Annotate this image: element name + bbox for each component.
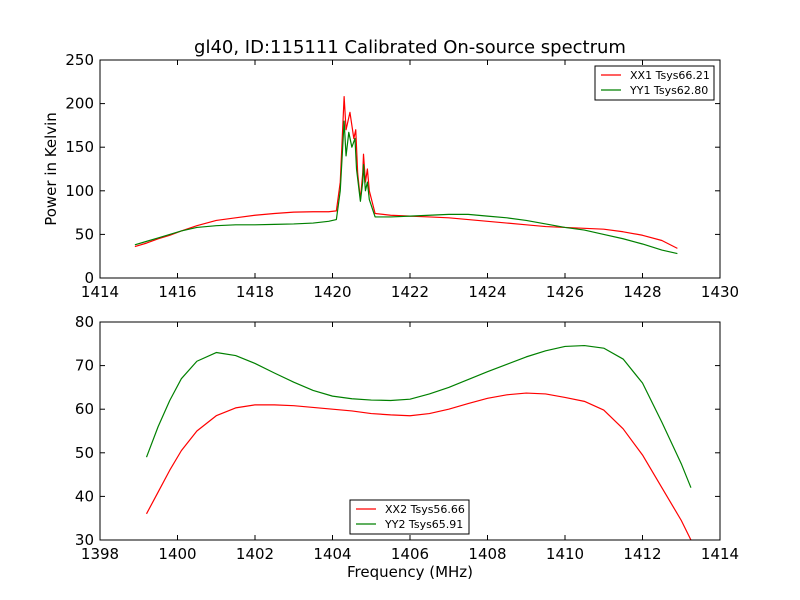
y-tick-label: 50 bbox=[75, 225, 94, 243]
y-tick-label: 30 bbox=[75, 531, 94, 549]
y-tick-label: 150 bbox=[65, 138, 94, 156]
legend-box bbox=[349, 499, 470, 535]
x-tick-label: 1406 bbox=[391, 545, 429, 563]
x-tick-label: 1414 bbox=[81, 283, 119, 301]
series-line-2 bbox=[145, 344, 692, 488]
y-tick-label: 60 bbox=[75, 400, 94, 418]
x-tick-label: 1422 bbox=[391, 283, 429, 301]
x-tick-label: 1424 bbox=[468, 283, 506, 301]
top-panel: 1414 1416 1418 1420 1422 1424 1426 1428 1430 0 50 1… bbox=[42, 51, 739, 301]
x-tick-label: 1402 bbox=[236, 545, 274, 563]
series-line-2 bbox=[134, 120, 678, 255]
x-tick-label: 1400 bbox=[158, 545, 196, 563]
x-tick-label: 1426 bbox=[546, 283, 584, 301]
x-tick-label: 1416 bbox=[158, 283, 196, 301]
x-tick-label: 1408 bbox=[468, 545, 506, 563]
y-axis-label: Power in Kelvin bbox=[42, 112, 60, 226]
x-tick-label: 1428 bbox=[623, 283, 661, 301]
x-tick-label: 1412 bbox=[623, 545, 661, 563]
x-tick-label: 1418 bbox=[236, 283, 274, 301]
x-tick-label: 1420 bbox=[313, 283, 351, 301]
x-tick-label: 1398 bbox=[81, 545, 119, 563]
x-tick-label: 1430 bbox=[701, 283, 739, 301]
x-axis-label: Frequency (MHz) bbox=[347, 563, 473, 581]
legend: XX2 Tsys56.66 YY2 Tsys65.91 bbox=[349, 499, 470, 535]
legend-box bbox=[594, 65, 715, 101]
x-tick-label: 1414 bbox=[701, 545, 739, 563]
y-tick-label: 50 bbox=[75, 444, 94, 462]
chart-title: gl40, ID:115111 Calibrated On-source spe… bbox=[194, 37, 626, 58]
legend: XX1 Tsys66.21 YY1 Tsys62.80 bbox=[594, 65, 715, 101]
x-tick-label: 1410 bbox=[546, 545, 584, 563]
legend-label: YY2 Tsys65.91 bbox=[384, 518, 463, 531]
y-tick-label: 40 bbox=[75, 487, 94, 505]
legend-label: YY1 Tsys62.80 bbox=[629, 84, 708, 97]
legend-label: XX1 Tsys66.21 bbox=[630, 69, 710, 82]
series-line-1 bbox=[134, 96, 678, 249]
y-tick-label: 200 bbox=[65, 95, 94, 113]
y-tick-label: 70 bbox=[75, 357, 94, 375]
legend-label: XX2 Tsys56.66 bbox=[385, 503, 465, 516]
series-line-1 bbox=[145, 392, 692, 540]
y-tick-label: 100 bbox=[65, 182, 94, 200]
y-tick-label: 0 bbox=[84, 269, 94, 287]
bottom-panel: 1398 1400 1402 1404 1406 1408 1410 1412 1414 30 40… bbox=[75, 313, 739, 581]
y-tick-label: 250 bbox=[65, 51, 94, 69]
x-tick-label: 1404 bbox=[313, 545, 351, 563]
y-tick-label: 80 bbox=[75, 313, 94, 331]
